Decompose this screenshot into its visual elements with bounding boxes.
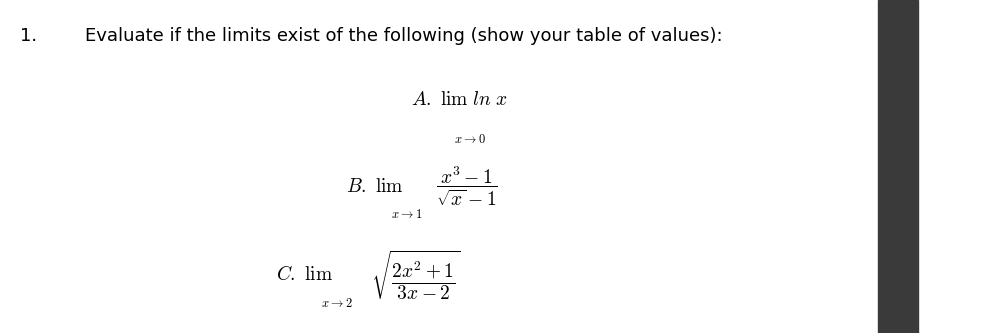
Text: $x{\to}1$: $x{\to}1$ [391,208,422,221]
Text: $\sqrt{\dfrac{2x^2 + 1}{3x - 2}}$: $\sqrt{\dfrac{2x^2 + 1}{3x - 2}}$ [371,248,460,302]
Text: $x{\to}0$: $x{\to}0$ [454,133,486,147]
Text: 1.: 1. [20,27,37,45]
Text: $\mathit{B.}\ \lim$: $\mathit{B.}\ \lim$ [346,177,404,196]
Text: $\mathit{A.}\ \lim\ \mathit{ln}\ \mathit{x}$: $\mathit{A.}\ \lim\ \mathit{ln}\ \mathit… [411,90,508,110]
Text: $\mathit{C.}\ \lim$: $\mathit{C.}\ \lim$ [276,265,333,284]
Text: $x{\to}2$: $x{\to}2$ [321,296,353,310]
Text: Evaluate if the limits exist of the following (show your table of values):: Evaluate if the limits exist of the foll… [85,27,722,45]
Text: $\dfrac{x^3 - 1}{\sqrt{x} - 1}$: $\dfrac{x^3 - 1}{\sqrt{x} - 1}$ [436,165,498,208]
